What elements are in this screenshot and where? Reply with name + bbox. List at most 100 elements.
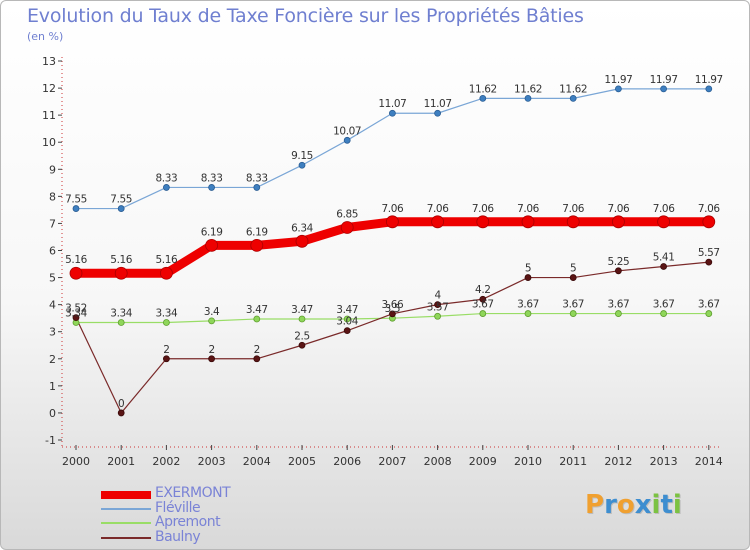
data-label-exermont: 6.19 (246, 226, 268, 238)
data-label-baulny: 4.2 (475, 284, 491, 296)
data-label-apremont: 3.4 (204, 306, 220, 318)
data-label-exermont: 7.06 (517, 203, 539, 215)
y-tick-label: 6 (49, 245, 56, 258)
x-tick-label: 2009 (469, 455, 497, 468)
data-label-fleville: 10.07 (333, 125, 361, 137)
data-point-fleville (298, 161, 306, 169)
data-label-baulny: 0 (118, 398, 124, 410)
proxiti-logo: Proxiti (585, 490, 682, 520)
data-label-fleville: 11.62 (514, 83, 542, 95)
data-point-fleville (343, 136, 351, 144)
data-point-exermont (114, 266, 128, 280)
data-label-fleville: 11.97 (650, 74, 678, 86)
data-label-exermont: 7.06 (382, 203, 404, 215)
data-point-baulny (298, 341, 306, 349)
legend-label-exermont: EXERMONT (155, 485, 231, 501)
y-tick-label: 4 (49, 299, 56, 312)
x-tick-label: 2013 (650, 455, 678, 468)
x-tick-label: 2010 (514, 455, 542, 468)
data-label-fleville: 11.07 (378, 98, 406, 110)
data-label-apremont: 3.67 (562, 299, 584, 311)
data-label-baulny: 5.57 (698, 247, 720, 259)
y-tick-label: 2 (49, 353, 56, 366)
y-tick-label: 5 (49, 272, 56, 285)
chart-title: Evolution du Taux de Taxe Foncière sur l… (27, 5, 584, 27)
data-label-fleville: 7.55 (65, 194, 87, 206)
data-label-baulny: 3.52 (65, 303, 87, 315)
data-point-exermont (431, 215, 445, 229)
data-label-exermont: 5.16 (156, 254, 178, 266)
data-point-apremont (434, 312, 442, 320)
x-tick-label: 2005 (288, 455, 316, 468)
data-point-baulny (72, 314, 80, 322)
data-point-fleville (705, 85, 713, 93)
data-point-exermont (340, 221, 354, 234)
data-point-fleville (569, 94, 577, 102)
y-tick-label: 10 (42, 136, 56, 149)
data-label-apremont: 3.67 (472, 299, 494, 311)
legend-item-fleville: Fléville (101, 500, 301, 516)
x-tick-label: 2006 (333, 455, 361, 468)
logo-letter: x (634, 490, 652, 520)
data-point-apremont (343, 315, 351, 323)
x-tick-label: 2003 (198, 455, 226, 468)
data-label-fleville: 11.62 (559, 83, 587, 95)
logo-letter: P (585, 490, 605, 520)
data-point-baulny (569, 274, 577, 281)
legend-swatch-fleville (101, 508, 151, 510)
data-point-apremont (298, 315, 306, 323)
data-point-exermont (205, 238, 219, 252)
data-label-exermont: 7.06 (698, 203, 720, 215)
legend-item-baulny: Baulny (101, 529, 301, 545)
data-label-exermont: 7.06 (653, 203, 675, 215)
legend-swatch-apremont (101, 522, 151, 524)
data-label-baulny: 5.25 (608, 256, 630, 268)
x-tick-label: 2007 (378, 455, 406, 468)
data-point-fleville (524, 94, 532, 102)
data-label-apremont: 3.34 (110, 308, 132, 320)
data-label-apremont: 3.34 (65, 308, 87, 320)
data-point-apremont (705, 310, 713, 317)
data-point-fleville (660, 85, 667, 93)
data-point-baulny (479, 295, 487, 303)
data-label-baulny: 3.04 (336, 316, 358, 328)
data-point-fleville (479, 94, 487, 102)
data-point-fleville (388, 109, 396, 117)
data-point-apremont (162, 319, 170, 326)
data-label-fleville: 8.33 (156, 172, 178, 184)
data-point-baulny (388, 310, 396, 318)
data-label-apremont: 3.67 (517, 299, 539, 311)
legend-item-apremont: Apremont (101, 514, 301, 530)
data-point-fleville (615, 85, 622, 93)
x-tick-label: 2001 (107, 455, 135, 468)
data-label-apremont: 3.47 (246, 304, 268, 316)
logo-letter: o (616, 490, 635, 520)
data-label-exermont: 6.34 (291, 222, 313, 234)
data-point-fleville (162, 184, 170, 191)
data-label-baulny: 5 (570, 263, 576, 275)
y-tick-label: 0 (49, 407, 56, 420)
y-tick-label: -1 (45, 434, 56, 447)
x-tick-label: 2014 (695, 455, 723, 468)
data-label-fleville: 11.62 (469, 83, 497, 95)
data-point-exermont (385, 215, 399, 229)
x-tick-label: 2004 (243, 455, 271, 468)
data-point-exermont (566, 215, 580, 229)
data-point-exermont (69, 266, 83, 280)
data-point-baulny (705, 258, 713, 266)
y-tick-label: 8 (49, 190, 56, 203)
x-tick-label: 2011 (559, 455, 587, 468)
data-label-fleville: 9.15 (291, 150, 313, 162)
data-point-exermont (521, 215, 535, 229)
y-tick-label: 1 (49, 380, 56, 393)
data-point-apremont (208, 317, 216, 325)
data-point-exermont (702, 215, 716, 229)
legend-swatch-baulny (101, 537, 151, 539)
data-point-apremont (615, 310, 622, 317)
data-point-exermont (476, 215, 490, 229)
data-point-fleville (117, 205, 125, 212)
y-tick-label: 3 (49, 326, 56, 339)
legend-label-baulny: Baulny (155, 529, 201, 545)
data-label-exermont: 6.85 (336, 208, 358, 220)
